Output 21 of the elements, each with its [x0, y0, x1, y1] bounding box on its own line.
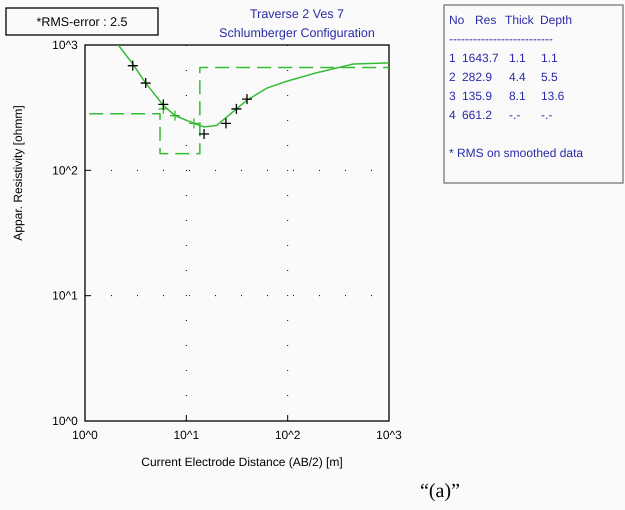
text: -------------------------- — [449, 32, 553, 46]
text: * RMS on smoothed data — [449, 146, 584, 160]
text: “(a)” — [420, 480, 460, 502]
x-tick-label: 10^2 — [274, 428, 301, 442]
y-tick-label: 10^0 — [52, 414, 78, 428]
text: 4 661.2 -.- -.- — [449, 108, 552, 122]
text: 2 282.9 4.4 5.5 — [449, 70, 558, 84]
y-axis-title: Appar. Resistivity [ohmm] — [11, 105, 25, 241]
chart-title: Traverse 2 Ves 7 — [250, 7, 344, 21]
text: 1 1643.7 1.1 1.1 — [449, 51, 558, 65]
chart-subtitle: Schlumberger Configuration — [219, 26, 375, 40]
y-tick-label: 10^2 — [52, 163, 78, 178]
x-axis-title: Current Electrode Distance (AB/2) [m] — [141, 455, 343, 469]
text: No Res Thick Depth — [449, 13, 572, 27]
y-tick-label: 10^1 — [52, 288, 78, 303]
text: *RMS-error : 2.5 — [36, 15, 128, 29]
text: 3 135.9 8.1 13.6 — [449, 89, 564, 103]
x-tick-label: 10^3 — [376, 428, 402, 442]
y-tick-label: 10^3 — [52, 38, 78, 52]
x-tick-label: 10^0 — [72, 428, 98, 442]
x-tick-label: 10^1 — [174, 428, 200, 442]
